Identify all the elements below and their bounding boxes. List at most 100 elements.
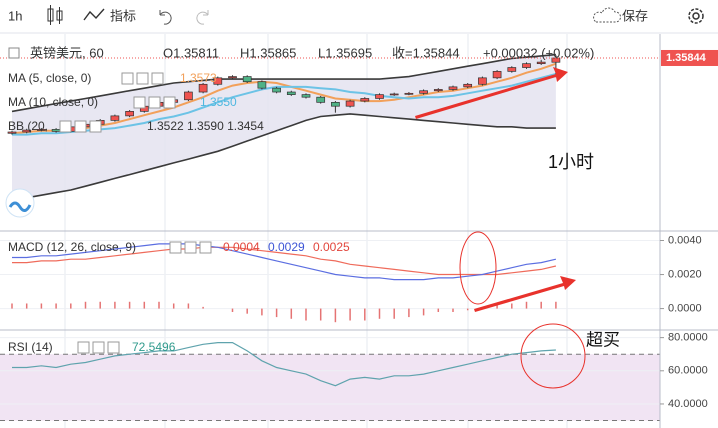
histogram-bar	[70, 303, 72, 309]
ma5-value: 1.3573	[180, 71, 217, 85]
histogram-bar	[422, 308, 425, 316]
symbol-icon	[8, 47, 20, 59]
candle-body	[433, 89, 443, 92]
histogram-bar	[172, 303, 175, 309]
y-tick-label: 40.0000	[668, 398, 708, 410]
candle-body	[345, 100, 355, 107]
histogram-bar	[40, 303, 43, 309]
histogram-bar	[84, 301, 87, 309]
candle-body	[22, 129, 32, 133]
histogram-bar	[290, 308, 293, 319]
save-button[interactable]: 保存	[622, 8, 648, 23]
price-legend: 英镑美元, 60 O1.35811 H1.35865 L1.35695 收=1.…	[8, 45, 594, 354]
histogram-bar	[452, 308, 454, 312]
histogram-bar	[261, 308, 263, 316]
candle-body	[301, 94, 311, 98]
candle-body	[536, 61, 546, 65]
last-price-label: 1.35844	[666, 52, 707, 64]
candle-body	[257, 81, 267, 89]
macd-hist-value: 0.0004	[223, 240, 260, 254]
bb-lower	[11, 113, 556, 202]
histogram-bar	[393, 308, 395, 319]
histogram-bar	[11, 303, 13, 309]
histogram-bar	[246, 308, 248, 314]
histogram-bar	[187, 303, 190, 309]
overbought-note: 超买	[586, 330, 620, 349]
histogram-bar	[496, 305, 498, 309]
signal-line	[12, 246, 557, 276]
ma10-legend: MA (10, close, 0)	[8, 95, 98, 109]
redo-button[interactable]	[196, 10, 209, 25]
signal-value: 0.0025	[313, 240, 350, 254]
y-tick-label: 60.0000	[668, 365, 708, 377]
rsi-legend: RSI (14)	[8, 340, 53, 354]
histogram-bar	[349, 308, 351, 321]
histogram-bar	[305, 308, 307, 321]
indicators-icon[interactable]	[83, 8, 105, 21]
histogram-bar	[408, 308, 410, 318]
histogram-bar	[466, 308, 469, 311]
y-tick-label: 80.0000	[668, 332, 708, 344]
circle-macd	[459, 231, 497, 305]
rsi-line	[12, 342, 556, 387]
candle-body	[360, 98, 370, 102]
candle-body	[198, 83, 208, 93]
toolbar: 1h 指标 保存	[0, 5, 718, 34]
macd-line	[12, 243, 557, 281]
candle-body	[184, 91, 193, 101]
legend-icons[interactable]	[59, 72, 212, 354]
candle-body	[331, 101, 340, 107]
candle-body	[125, 111, 134, 117]
separators	[0, 34, 718, 428]
candle-body	[242, 76, 252, 83]
legend-close: 收=1.35844	[392, 45, 460, 60]
candle-body	[507, 67, 517, 72]
candle-body	[492, 71, 502, 79]
y-tick-label: 0.0040	[668, 234, 702, 246]
bb-upper	[11, 53, 556, 113]
y-tick-label: 0.0000	[668, 302, 702, 314]
histogram-bar	[55, 303, 57, 309]
histogram-bar	[158, 301, 160, 309]
rsi-value: 72.5496	[132, 340, 176, 354]
logo	[5, 188, 35, 218]
histogram-bar	[275, 308, 278, 318]
interval-button[interactable]: 1h	[8, 8, 22, 23]
macd-legend: MACD (12, 26, close, 9)	[8, 240, 136, 254]
indicators-button[interactable]: 指标	[110, 8, 136, 23]
candle-body	[51, 129, 61, 132]
ma5-legend: MA (5, close, 0)	[8, 71, 91, 85]
histogram-bar	[364, 308, 366, 321]
histogram-bar	[202, 306, 204, 309]
last-price-box	[661, 49, 718, 66]
histogram-bar	[525, 301, 528, 309]
histogram-bar	[128, 301, 131, 309]
candle-body	[404, 92, 414, 95]
chart-style-button[interactable]	[47, 5, 63, 25]
histogram-bar	[231, 308, 234, 312]
circle-rsi	[520, 323, 586, 389]
histogram-bar	[25, 303, 28, 309]
candle-body	[316, 96, 326, 103]
histogram-bar	[540, 301, 542, 309]
macd-value: 0.0029	[268, 240, 305, 254]
symbol-name: 英镑美元, 60	[30, 45, 104, 60]
undo-button[interactable]	[159, 10, 172, 25]
histogram-bar	[114, 301, 116, 309]
candle-body	[272, 87, 281, 93]
settings-button[interactable]	[688, 8, 704, 24]
candle-body	[228, 76, 237, 79]
timeframe-note: 1小时	[548, 152, 594, 172]
histogram-bar	[143, 301, 146, 309]
arrow-price	[415, 67, 568, 119]
candle-body	[110, 115, 120, 121]
cloud-icon[interactable]	[593, 7, 622, 23]
candle-body	[37, 129, 46, 131]
candle-body	[419, 90, 428, 94]
histogram-bar	[437, 308, 440, 312]
bb-legend: BB (20,	[8, 119, 48, 133]
ma-line	[12, 73, 557, 136]
y-tick-label: 0.0020	[668, 268, 702, 280]
candle-body	[463, 83, 473, 88]
